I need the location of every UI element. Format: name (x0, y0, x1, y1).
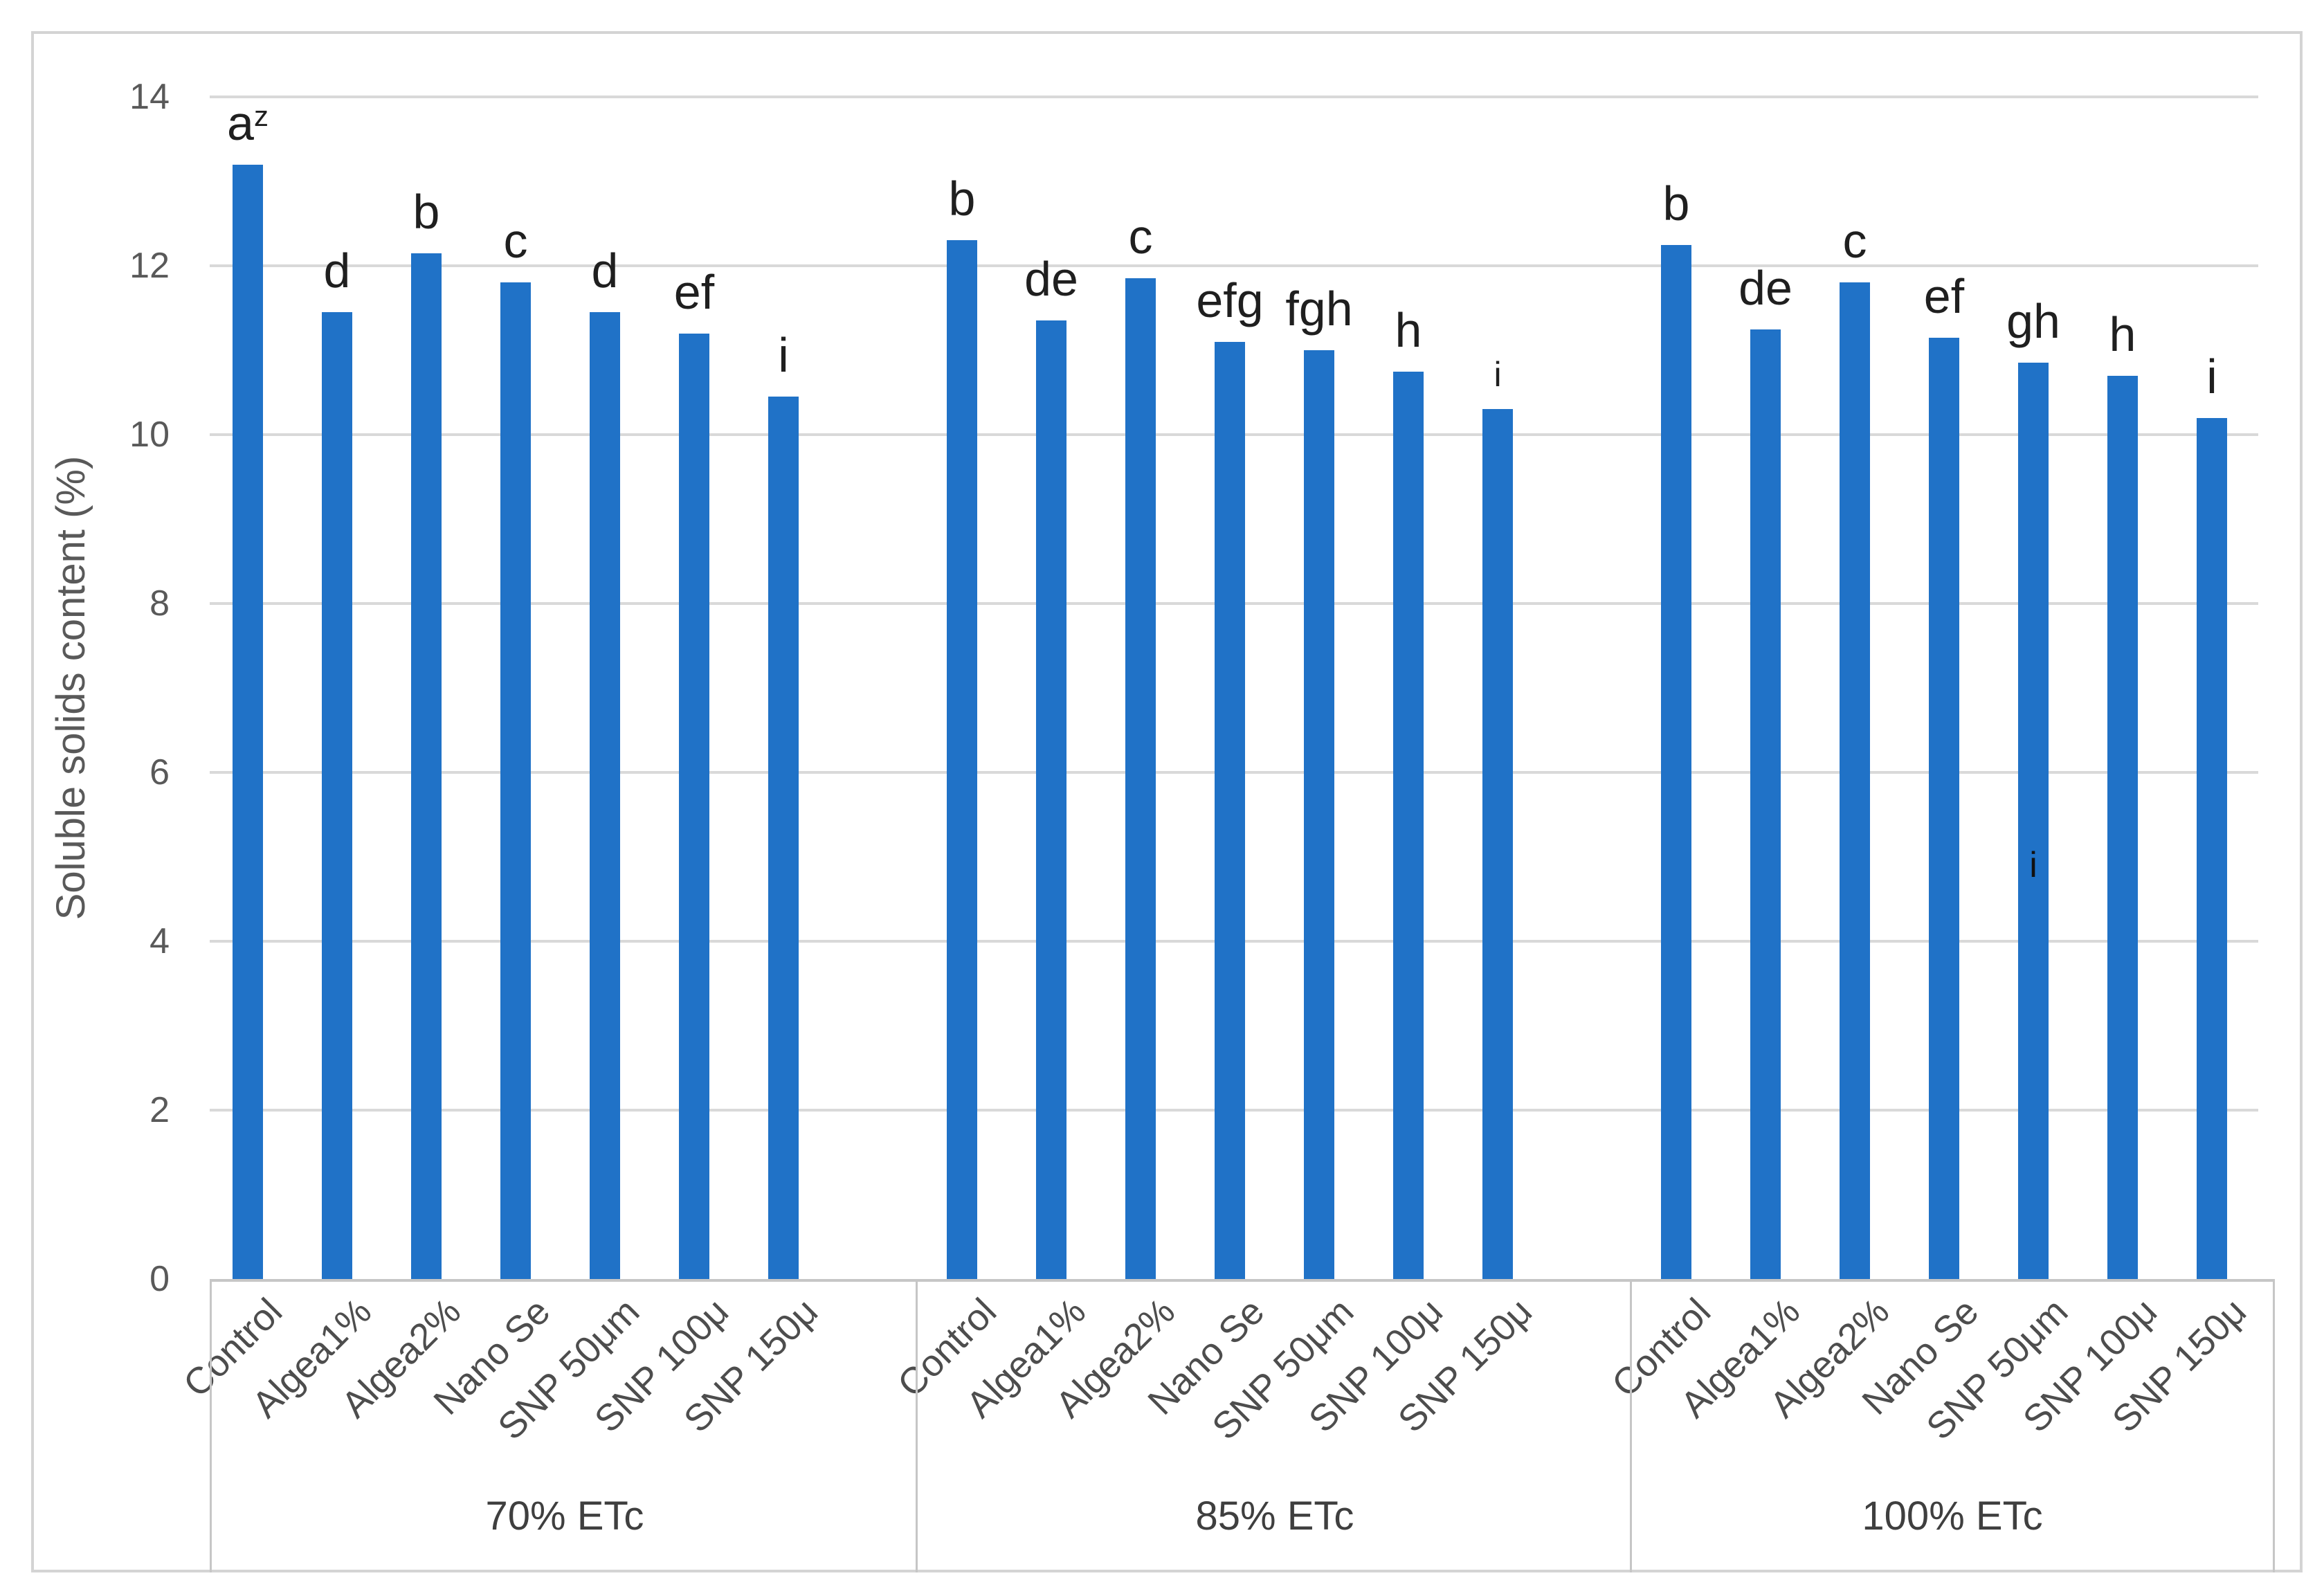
significance-letter: b (1662, 176, 1690, 230)
bar-100ETc-Control (1661, 244, 1691, 1279)
bar-70ETc-SNP50m (590, 312, 620, 1279)
significance-letter: de (1739, 260, 1792, 315)
significance-letter: ef (673, 264, 715, 319)
group-cell-100ETc: 100% ETc (1630, 1279, 2275, 1572)
x-axis-line (210, 1279, 2273, 1282)
bar-70ETc-Algea1 (322, 312, 352, 1279)
significance-letter: c (503, 214, 528, 269)
significance-letter: fgh (1285, 282, 1353, 336)
bar-85ETc-Algea1 (1036, 320, 1066, 1279)
significance-letter: i (1494, 355, 1502, 395)
significance-letter: i (2206, 349, 2217, 403)
significance-letter: b (948, 172, 976, 226)
bar-70ETc-SNP150 (768, 397, 799, 1279)
significance-letter: d (591, 244, 619, 298)
y-tick-label-8: 8 (149, 583, 170, 624)
bar-85ETc-SNP50m (1304, 350, 1334, 1279)
group-label: 100% ETc (1862, 1494, 2043, 1539)
significance-letter: d (323, 244, 351, 298)
bar-100ETc-Algea1 (1750, 329, 1781, 1279)
significance-letter: b (412, 184, 440, 239)
bar-100ETc-NanoSe (1929, 337, 1959, 1279)
bar-85ETc-SNP100 (1393, 371, 1424, 1279)
significance-letter: c (1842, 214, 1867, 269)
significance-letter: c (1128, 210, 1153, 264)
significance-letter: de (1024, 252, 1078, 307)
group-cell-85ETc: 85% ETc (916, 1279, 1632, 1572)
group-label: 85% ETc (1195, 1494, 1354, 1539)
gridline-y-14 (210, 96, 2258, 98)
y-tick-label-0: 0 (149, 1259, 170, 1299)
y-tick-label-14: 14 (129, 77, 170, 117)
bar-85ETc-SNP150 (1482, 409, 1513, 1279)
y-tick-label-10: 10 (129, 415, 170, 455)
y-tick-label-6: 6 (149, 752, 170, 792)
gridline-y-12 (210, 264, 2258, 267)
bar-100ETc-SNP50m (2018, 363, 2049, 1279)
group-label: 70% ETc (485, 1494, 644, 1539)
bar-70ETc-SNP100 (679, 333, 709, 1279)
bar-85ETc-Algea2 (1125, 278, 1156, 1279)
bar-70ETc-Algea2 (411, 253, 442, 1279)
bar-100ETc-Algea2 (1840, 282, 1870, 1279)
bar-100ETc-SNP100 (2107, 375, 2138, 1279)
bar-85ETc-NanoSe (1215, 341, 1245, 1279)
significance-letter: ef (1923, 269, 1965, 323)
stray-inside-bar-letter: i (2029, 845, 2037, 886)
figure-border (31, 31, 2303, 1572)
significance-letter: efg (1196, 273, 1264, 327)
y-tick-label-2: 2 (149, 1090, 170, 1130)
significance-letter: h (1395, 302, 1422, 357)
y-tick-label-12: 12 (129, 246, 170, 286)
bar-100ETc-SNP150 (2197, 417, 2227, 1279)
bar-85ETc-Control (947, 240, 977, 1279)
significance-letter: i (778, 328, 789, 383)
group-cell-70ETc: 70% ETc (210, 1279, 918, 1572)
significance-letter: h (2109, 307, 2136, 361)
significance-letter: gh (2006, 294, 2060, 349)
y-tick-label-4: 4 (149, 921, 170, 961)
bar-70ETc-Control (233, 164, 263, 1279)
bar-70ETc-NanoSe (500, 282, 531, 1279)
